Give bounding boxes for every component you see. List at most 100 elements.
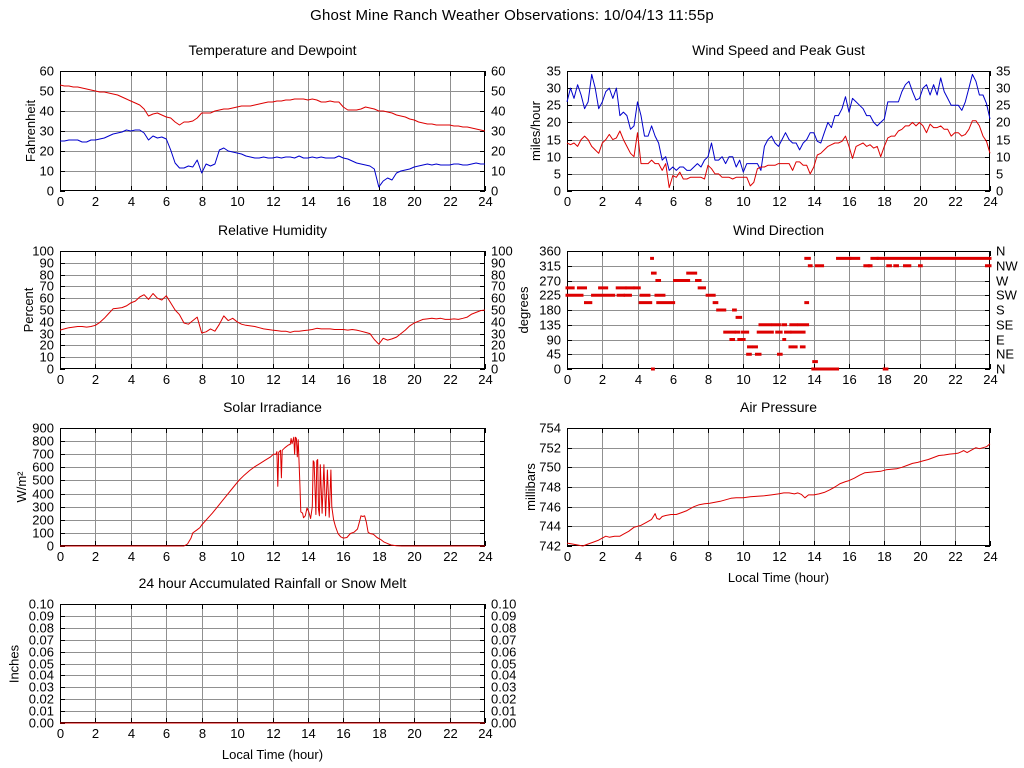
- svg-text:0.03: 0.03: [29, 680, 54, 695]
- svg-text:10: 10: [996, 150, 1010, 165]
- svg-text:6: 6: [163, 372, 170, 387]
- y-axis-label: degrees: [516, 286, 531, 334]
- svg-text:180: 180: [539, 303, 561, 318]
- svg-text:8: 8: [705, 194, 712, 209]
- svg-text:12: 12: [772, 372, 786, 387]
- svg-text:0: 0: [47, 184, 54, 199]
- svg-text:40: 40: [40, 315, 54, 330]
- svg-text:2: 2: [92, 726, 99, 741]
- svg-text:24: 24: [478, 549, 492, 564]
- svg-text:16: 16: [842, 549, 856, 564]
- svg-text:25: 25: [996, 98, 1010, 113]
- svg-text:0.05: 0.05: [491, 657, 516, 672]
- svg-text:0.02: 0.02: [491, 692, 516, 707]
- svg-text:600: 600: [32, 460, 54, 475]
- svg-text:2: 2: [599, 372, 606, 387]
- svg-text:270: 270: [539, 274, 561, 289]
- chart-title: Temperature and Dewpoint: [188, 42, 357, 58]
- svg-text:10: 10: [736, 194, 750, 209]
- svg-text:10: 10: [230, 549, 244, 564]
- svg-text:NE: NE: [996, 347, 1014, 362]
- svg-text:20: 20: [407, 372, 421, 387]
- svg-text:0.06: 0.06: [29, 645, 54, 660]
- svg-text:315: 315: [539, 259, 561, 274]
- svg-text:0: 0: [47, 539, 54, 554]
- y-axis-label: Fahrenheit: [23, 99, 38, 163]
- svg-text:25: 25: [547, 98, 561, 113]
- x-axis-label: Local Time (hour): [727, 570, 830, 585]
- svg-text:16: 16: [336, 372, 350, 387]
- svg-text:752: 752: [539, 441, 561, 456]
- svg-text:24: 24: [983, 549, 997, 564]
- svg-text:16: 16: [336, 549, 350, 564]
- svg-text:14: 14: [807, 194, 821, 209]
- svg-text:0: 0: [996, 184, 1003, 199]
- svg-text:30: 30: [491, 327, 505, 342]
- svg-text:200: 200: [32, 513, 54, 528]
- svg-text:22: 22: [948, 372, 962, 387]
- y-axis-label: Percent: [21, 287, 36, 333]
- svg-text:20: 20: [40, 144, 54, 159]
- svg-text:8: 8: [199, 194, 206, 209]
- svg-text:2: 2: [599, 549, 606, 564]
- svg-text:0.02: 0.02: [29, 692, 54, 707]
- svg-text:0.08: 0.08: [29, 621, 54, 636]
- svg-text:60: 60: [491, 64, 505, 79]
- svg-text:20: 20: [547, 115, 561, 130]
- svg-text:0: 0: [554, 184, 561, 199]
- svg-text:6: 6: [670, 549, 677, 564]
- svg-text:20: 20: [407, 726, 421, 741]
- svg-text:30: 30: [996, 81, 1010, 96]
- svg-text:22: 22: [948, 194, 962, 209]
- svg-text:40: 40: [491, 315, 505, 330]
- svg-text:14: 14: [807, 372, 821, 387]
- svg-text:60: 60: [40, 64, 54, 79]
- svg-text:0: 0: [564, 194, 571, 209]
- svg-text:8: 8: [199, 726, 206, 741]
- svg-text:2: 2: [92, 194, 99, 209]
- svg-text:0.06: 0.06: [491, 645, 516, 660]
- svg-text:12: 12: [266, 372, 280, 387]
- svg-text:SE: SE: [996, 318, 1014, 333]
- svg-text:18: 18: [372, 549, 386, 564]
- svg-text:20: 20: [407, 194, 421, 209]
- svg-text:90: 90: [491, 256, 505, 271]
- svg-text:0: 0: [47, 362, 54, 377]
- svg-text:748: 748: [539, 480, 561, 495]
- svg-text:50: 50: [40, 84, 54, 99]
- svg-text:12: 12: [772, 549, 786, 564]
- svg-text:300: 300: [32, 500, 54, 515]
- svg-text:12: 12: [266, 726, 280, 741]
- y-axis-label: miles/hour: [528, 101, 543, 161]
- svg-text:70: 70: [40, 279, 54, 294]
- svg-text:800: 800: [32, 434, 54, 449]
- svg-text:8: 8: [199, 372, 206, 387]
- svg-text:30: 30: [547, 81, 561, 96]
- svg-text:8: 8: [705, 372, 712, 387]
- svg-text:45: 45: [547, 347, 561, 362]
- svg-text:12: 12: [266, 194, 280, 209]
- svg-text:10: 10: [491, 350, 505, 365]
- svg-text:0: 0: [564, 372, 571, 387]
- svg-text:80: 80: [491, 268, 505, 283]
- svg-text:100: 100: [32, 244, 54, 259]
- svg-text:35: 35: [547, 64, 561, 79]
- svg-text:4: 4: [128, 194, 135, 209]
- chart-title: 24 hour Accumulated Rainfall or Snow Mel…: [138, 575, 407, 591]
- svg-text:20: 20: [913, 372, 927, 387]
- svg-text:0.09: 0.09: [491, 609, 516, 624]
- chart-title: Solar Irradiance: [223, 399, 322, 415]
- svg-text:0: 0: [57, 194, 64, 209]
- svg-text:0.01: 0.01: [491, 704, 516, 719]
- svg-text:360: 360: [539, 244, 561, 259]
- svg-text:0.10: 0.10: [491, 597, 516, 612]
- svg-text:60: 60: [491, 291, 505, 306]
- svg-text:16: 16: [336, 194, 350, 209]
- svg-text:754: 754: [539, 421, 561, 436]
- svg-text:50: 50: [491, 84, 505, 99]
- svg-text:SW: SW: [996, 288, 1018, 303]
- svg-text:6: 6: [670, 372, 677, 387]
- svg-text:14: 14: [301, 726, 315, 741]
- svg-text:2: 2: [92, 549, 99, 564]
- svg-text:24: 24: [478, 194, 492, 209]
